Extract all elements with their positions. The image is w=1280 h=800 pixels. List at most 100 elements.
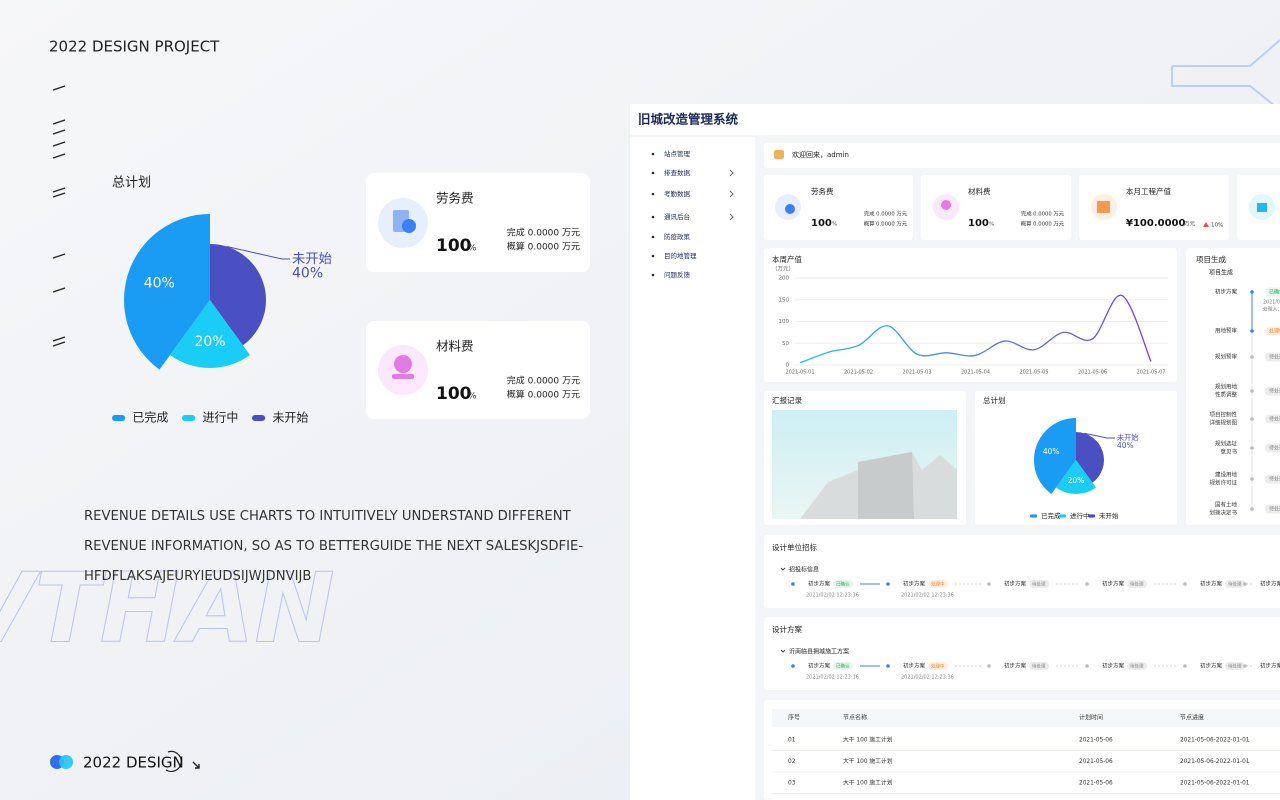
tag-bg [1265, 414, 1280, 424]
legend-label: 已完成 [132, 410, 168, 425]
step-dot [1243, 582, 1247, 586]
welcome: 欢迎回来，admin [792, 150, 849, 159]
tag: 已确认 [1269, 289, 1280, 296]
icons [50, 150, 1275, 773]
step-dot [886, 664, 890, 668]
tag-bg [928, 662, 948, 670]
timeline-label: 初步方案 [1215, 288, 1238, 296]
legend-swatch [182, 415, 196, 421]
menu-item[interactable]: 防疫政策 [664, 232, 691, 241]
step-name: 初步方案 [1200, 580, 1223, 588]
timeline-dot [1250, 355, 1254, 359]
table-header: 节点名称 [843, 714, 867, 722]
group-title: 招投标信息 [789, 566, 819, 574]
tag: 待处理 [1032, 581, 1046, 588]
card-line: 概算 0.0000 万元 [507, 241, 580, 253]
x-tick-label: 2021-05-02 [844, 370, 873, 376]
tag-bg [1265, 386, 1280, 396]
chart-title: 总计划 [983, 395, 1006, 405]
stat-unit: 万元 [1184, 221, 1196, 228]
decor-shape [1171, 66, 1280, 111]
page-title: 2022 DESIGN PROJECT [49, 38, 220, 56]
description-line: REVENUE INFORMATION, SO AS TO BETTERGUID… [84, 539, 583, 554]
footer-title: 2022 DESIGN [83, 754, 184, 772]
slice-label: 20% [1068, 476, 1085, 485]
card-line: 概算 0.0000 万元 [507, 389, 580, 401]
tag: 处理中 [931, 581, 945, 588]
timeline-dot [1250, 417, 1254, 421]
tag-bg [1265, 474, 1280, 484]
callout-label: 未开始 [292, 251, 332, 267]
timeline-dot [1250, 446, 1254, 450]
menu-bullet [651, 171, 655, 175]
callout-line [1084, 432, 1115, 439]
menu-item[interactable]: 问题反馈 [664, 270, 691, 279]
legend-label: 未开始 [272, 411, 308, 425]
stat-line: 完成 0.0000 万元 [1021, 210, 1065, 218]
menu-bullet [651, 192, 655, 196]
step-dot [1183, 664, 1187, 668]
y-tick-label: 200 [779, 276, 790, 282]
stat-title: 本月工程产值 [1126, 186, 1171, 196]
legend-label: 未开始 [1099, 511, 1119, 520]
tag: 处理中 [931, 663, 945, 670]
timeline-label: 规划用地 [1215, 383, 1238, 391]
timeline-label: 规划选址 [1215, 440, 1238, 448]
stat-title: 材料费 [968, 186, 991, 196]
menu-item[interactable]: 目的地管理 [664, 251, 697, 260]
decor-slashes [52, 85, 66, 347]
menu-item[interactable]: 排查数据 [664, 168, 691, 177]
tag-bg [1265, 504, 1280, 514]
menu-item[interactable]: 考勤数据 [664, 189, 691, 198]
step-dot [1085, 582, 1089, 586]
step-dot [1183, 582, 1187, 586]
x-tick-label: 2021-05-04 [961, 370, 990, 376]
building [858, 452, 914, 519]
x-tick-label: 2021-05-06 [1078, 370, 1107, 376]
step-name: 初步方案 [1102, 662, 1125, 670]
pie-slice [124, 214, 210, 370]
timeline-extra: 处理人：刘 [1263, 306, 1280, 313]
tag: 待处理 [1130, 581, 1144, 588]
timeline-dot [1250, 290, 1254, 294]
timeline-extra: 2021/02/02 [1263, 300, 1280, 306]
watermark: VTHAN [0, 552, 335, 664]
callout-value: 40% [292, 266, 323, 282]
legend-swatch [1030, 514, 1038, 518]
table-cell: 大干 100 施工计划 [843, 779, 893, 787]
stat-value: ¥100.0000 [1126, 218, 1186, 229]
tag: 待处理 [1228, 663, 1242, 670]
timeline-dot [1250, 389, 1254, 393]
card-title: 劳务费 [436, 191, 474, 206]
stat-value: 100 [811, 218, 832, 229]
y-axis-label: （万元） [772, 266, 794, 273]
x-tick-label: 2021-05-03 [902, 370, 931, 376]
legend-swatch [252, 415, 266, 421]
menu-item[interactable]: 站点管理 [664, 149, 691, 158]
stat-line: 完成 0.0000 万元 [864, 210, 908, 218]
card-unit: % [468, 392, 477, 402]
card-line: 完成 0.0000 万元 [507, 375, 580, 387]
x-tick-label: 2021-05-07 [1136, 370, 1165, 376]
timeline-label: 项目控制性 [1209, 411, 1237, 419]
table-header-bg [772, 709, 1280, 727]
tag: 待处理 [1228, 581, 1242, 588]
step-name: 初步方案 [808, 662, 831, 670]
table-cell: 2021-05-06 [1079, 738, 1113, 744]
table-cell: 2021-05-06-2022-01-01 [1180, 738, 1250, 744]
step-name: 初步方案 [1004, 662, 1027, 670]
slice-label: 40% [144, 276, 175, 292]
timeline-label: 建设用地 [1215, 471, 1238, 479]
timeline-label: 规划预审 [1215, 353, 1238, 361]
card-value: 100 [436, 236, 472, 256]
chevron [780, 567, 786, 571]
step-time: 2021/02/02 12:23:36 [901, 593, 954, 599]
menu-item[interactable]: 通讯后台 [664, 212, 690, 221]
pie-slice [170, 300, 250, 368]
tag: 待处理 [1269, 506, 1280, 513]
slice-label: 20% [194, 334, 225, 350]
card-value: 100 [436, 384, 472, 404]
stat-change: 10% [1211, 223, 1223, 229]
